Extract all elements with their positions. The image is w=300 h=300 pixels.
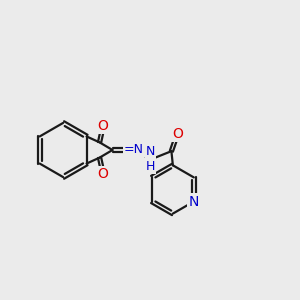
Text: N
H: N H	[146, 146, 155, 173]
Text: O: O	[172, 127, 183, 141]
Text: N: N	[189, 194, 199, 208]
Text: O: O	[98, 167, 109, 181]
Text: =N: =N	[124, 143, 144, 157]
Text: O: O	[98, 119, 109, 133]
